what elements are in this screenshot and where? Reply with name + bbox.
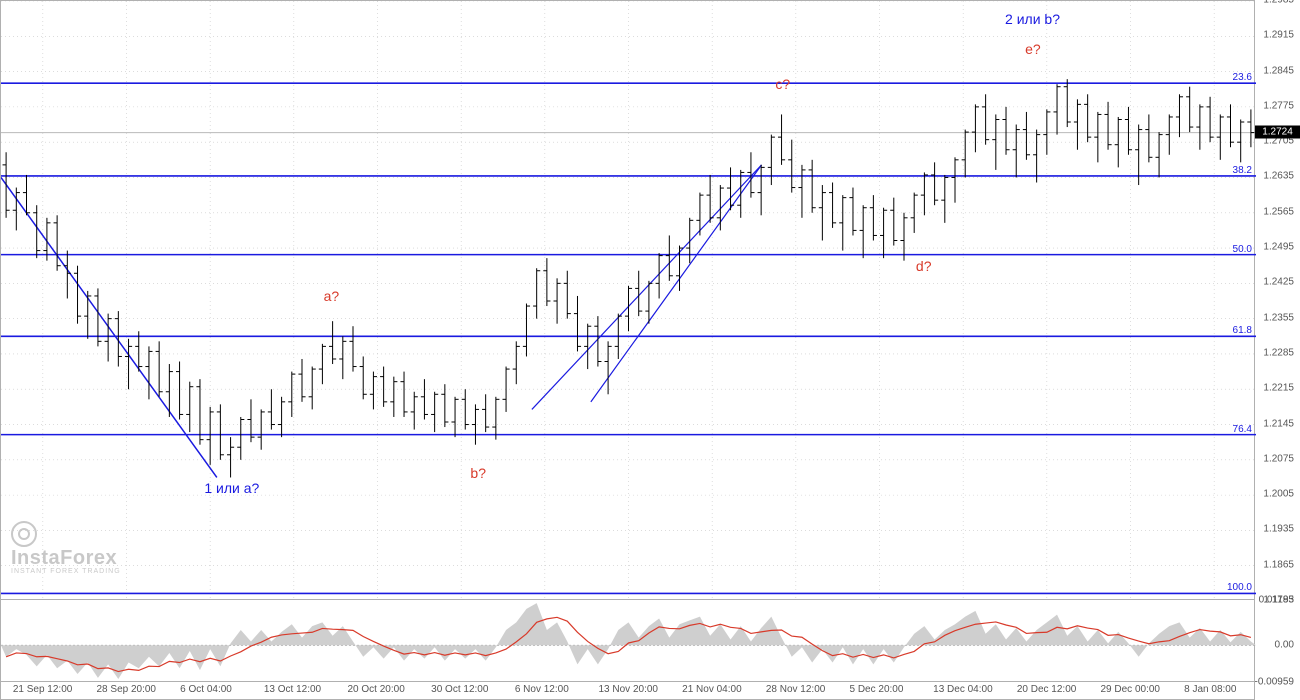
price-axis-label: 1.2635 [1263, 171, 1294, 182]
price-axis-label: 1.2565 [1263, 206, 1294, 217]
oscillator-axis-label: 0.00 [1275, 640, 1294, 651]
price-axis-label: 1.1935 [1263, 524, 1294, 535]
chart-container: a? b? c? d? e? 2 или b? 1 или a? 23.6 38.2 50.0 6… [0, 0, 1300, 700]
time-axis-label: 13 Dec 04:00 [933, 684, 993, 695]
time-axis-label: 28 Sep 20:00 [97, 684, 157, 695]
time-axis-label: 6 Oct 04:00 [180, 684, 232, 695]
oscillator-axis-label: -0.00959 [1255, 677, 1294, 688]
price-axis-label: 1.2915 [1263, 30, 1294, 41]
fib-level-label: 76.4 [1233, 424, 1252, 435]
oscillator-panel[interactable] [0, 600, 1255, 682]
fib-level-label: 38.2 [1233, 165, 1252, 176]
wave-label: a? [324, 288, 340, 304]
fib-level-label: 50.0 [1233, 244, 1252, 255]
wave-label: d? [916, 258, 932, 274]
time-axis-label: 20 Oct 20:00 [348, 684, 405, 695]
wave-label: 1 или a? [204, 480, 259, 496]
time-axis-label: 28 Nov 12:00 [766, 684, 826, 695]
fib-level-label: 61.8 [1233, 325, 1252, 336]
time-axis-label: 29 Dec 00:00 [1101, 684, 1161, 695]
time-axis-label: 21 Nov 04:00 [682, 684, 742, 695]
price-axis-label: 1.2005 [1263, 489, 1294, 500]
last-price-tag: 1.2724 [1255, 125, 1300, 138]
price-chart-panel[interactable]: a? b? c? d? e? 2 или b? 1 или a? 23.6 38.2 50.0 6… [0, 0, 1255, 600]
wave-label: c? [775, 76, 790, 92]
time-axis-label: 30 Oct 12:00 [431, 684, 488, 695]
price-axis-label: 1.2145 [1263, 418, 1294, 429]
time-axis: 21 Sep 12:00 28 Sep 20:00 6 Oct 04:00 13 Oc… [0, 682, 1255, 700]
price-axis-label: 1.2495 [1263, 242, 1294, 253]
price-axis-label: 1.2775 [1263, 100, 1294, 111]
wave-label: b? [470, 465, 486, 481]
time-axis-label: 8 Jan 08:00 [1184, 684, 1236, 695]
price-axis-label: 1.2355 [1263, 312, 1294, 323]
price-axis-label: 1.2075 [1263, 453, 1294, 464]
price-axis-label: 1.2985 [1263, 0, 1294, 6]
time-axis-label: 13 Oct 12:00 [264, 684, 321, 695]
oscillator-axis-label: 0.01183 [1259, 595, 1294, 606]
time-axis-label: 13 Nov 20:00 [599, 684, 659, 695]
fib-level-label: 100.0 [1227, 582, 1252, 593]
price-axis: 1.17951.18651.19351.20051.20751.21451.22… [1255, 0, 1300, 700]
oscillator-svg [1, 600, 1256, 682]
time-axis-label: 6 Nov 12:00 [515, 684, 569, 695]
price-axis-label: 1.2285 [1263, 347, 1294, 358]
wave-label: e? [1025, 41, 1041, 57]
time-axis-label: 5 Dec 20:00 [850, 684, 904, 695]
price-axis-label: 1.1865 [1263, 559, 1294, 570]
price-axis-label: 1.2845 [1263, 65, 1294, 76]
wave-label: 2 или b? [1005, 11, 1060, 27]
time-axis-label: 20 Dec 12:00 [1017, 684, 1077, 695]
time-axis-label: 21 Sep 12:00 [13, 684, 73, 695]
price-axis-label: 1.2215 [1263, 383, 1294, 394]
price-chart-svg [1, 1, 1256, 601]
price-axis-label: 1.2425 [1263, 277, 1294, 288]
fib-level-label: 23.6 [1233, 72, 1252, 83]
